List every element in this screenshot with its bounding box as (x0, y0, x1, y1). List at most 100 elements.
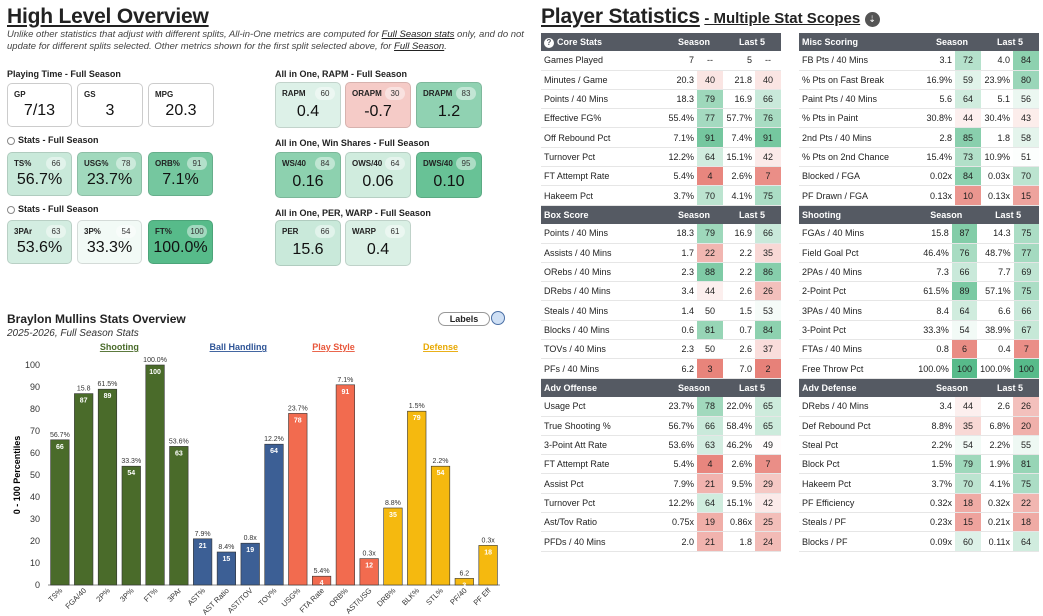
col-last5[interactable]: Last 5 (723, 379, 781, 398)
percentile-cell: 18 (1013, 512, 1039, 533)
bar[interactable] (97, 388, 118, 586)
table-row: Effective FG% 55.4% 77 57.7% 76 (541, 108, 781, 129)
percentile-cell: 88 (697, 262, 723, 283)
table-row: % Pts on Fast Break 16.9% 59 23.9% 80 (799, 70, 1039, 90)
group-label-shooting: Shooting (100, 342, 139, 352)
info-icon[interactable]: ? (544, 37, 554, 48)
bar-percentile-label: 3 (462, 582, 466, 589)
bar[interactable] (312, 575, 332, 586)
percentile-cell: 64 (955, 89, 981, 110)
bar[interactable] (50, 439, 70, 586)
bar[interactable] (240, 542, 260, 586)
percentile-cell: 3 (697, 358, 723, 379)
bar-raw-label: 7.9% (195, 531, 211, 538)
bar[interactable] (169, 446, 189, 586)
table-row: TOVs / 40 Mins 2.3 50 2.6 37 (541, 339, 781, 360)
bar-percentile-label: 66 (56, 444, 64, 451)
rapm-title: All in One, RAPM - Full Season (275, 69, 408, 79)
percentile-cell: 35 (955, 416, 981, 436)
bar[interactable] (383, 507, 403, 586)
group-label-ball-handling: Ball Handling (210, 342, 268, 352)
x-tick-label: PF Eff (472, 585, 494, 607)
col-season[interactable]: Season (923, 379, 981, 398)
percentile-cell: 81 (1013, 454, 1039, 475)
y-axis-label: 0 - 100 Percentiles (12, 436, 22, 515)
percentile-cell: -- (697, 51, 723, 71)
bar[interactable] (288, 413, 308, 586)
table-row: Turnover Pct 12.2% 64 15.1% 42 (541, 493, 781, 514)
bar-percentile-label: 79 (413, 415, 421, 422)
bar[interactable] (264, 443, 284, 586)
percentile-cell: 65 (755, 416, 781, 436)
percentile-cell: 22 (1013, 493, 1039, 514)
percentile-badge: 91 (187, 157, 207, 170)
percentile-cell: 15 (955, 512, 981, 533)
bar[interactable] (359, 558, 379, 586)
percentile-cell: 42 (755, 493, 781, 514)
bar[interactable] (407, 410, 427, 586)
stats1-radio[interactable] (7, 136, 15, 145)
col-last5[interactable]: Last 5 (723, 206, 781, 225)
bar[interactable] (454, 578, 474, 586)
percentile-cell: 64 (951, 300, 978, 321)
labels-toggle[interactable] (491, 311, 505, 325)
stats1-title: Stats - Full Season (7, 135, 99, 145)
bar[interactable] (145, 364, 165, 586)
percentile-cell: 43 (1013, 108, 1039, 129)
col-last5[interactable]: Last 5 (723, 33, 781, 52)
player-stats-subtitle: - Multiple Stat Scopes (704, 10, 861, 27)
col-last5[interactable]: Last 5 (981, 33, 1039, 52)
bar[interactable] (478, 545, 498, 586)
bar[interactable] (430, 465, 451, 586)
card-rapm-2: DRAPM 83 1.2 (416, 82, 482, 128)
percentile-cell: 58 (1013, 127, 1039, 148)
table-row: Ast/Tov Ratio 0.75x 19 0.86x 25 (541, 512, 781, 533)
stats-table-misc-scoring: Misc Scoring Season Last 5 FB Pts / 40 Mins… (799, 33, 1039, 206)
card-perwarp-1: WARP 61 0.4 (345, 220, 411, 266)
percentile-cell: 70 (955, 473, 981, 494)
percentile-cell: 84 (1013, 51, 1039, 71)
bar[interactable] (216, 551, 236, 586)
percentile-cell: 21 (697, 473, 723, 494)
bar[interactable] (335, 384, 355, 586)
bar-percentile-label: 89 (104, 393, 112, 400)
table-row: DRebs / 40 Mins 3.4 44 2.6 26 (799, 397, 1039, 417)
percentile-cell: 42 (755, 147, 781, 168)
percentile-cell: 100 (1013, 358, 1039, 379)
group-label-defense: Defense (423, 342, 458, 352)
bar-raw-label: 6.2 (459, 570, 469, 577)
col-season[interactable]: Season (665, 33, 723, 52)
bar-raw-label: 0.3x (363, 551, 377, 558)
percentile-cell: 56 (1013, 89, 1039, 110)
download-icon[interactable]: ⇣ (864, 12, 880, 27)
bar-percentile-label: 54 (437, 470, 445, 477)
percentile-cell: 84 (955, 166, 981, 187)
col-season[interactable]: Season (915, 206, 978, 225)
table-row: Hakeem Pct 3.7% 70 4.1% 75 (799, 473, 1039, 494)
col-season[interactable]: Season (665, 206, 723, 225)
bar[interactable] (74, 393, 94, 586)
bar-raw-label: 0.3x (481, 537, 495, 544)
full-season-stats-link[interactable]: Full Season stats (381, 29, 455, 40)
percentile-badge: 84 (315, 157, 335, 170)
percentile-badge: 78 (116, 157, 136, 170)
percentile-badge: 64 (385, 157, 405, 170)
col-season[interactable]: Season (665, 379, 723, 398)
labels-button[interactable]: Labels (438, 312, 490, 326)
percentile-cell: 100 (951, 358, 978, 379)
col-season[interactable]: Season (923, 33, 981, 52)
bar-raw-label: 33.3% (121, 458, 141, 465)
bar-raw-label: 12.2% (264, 436, 284, 443)
bar[interactable] (193, 538, 213, 586)
full-season-link[interactable]: Full Season (394, 41, 445, 52)
table-row: Steals / 40 Mins 1.4 50 1.5 53 (541, 300, 781, 321)
bar[interactable] (121, 465, 141, 586)
percentile-cell: 87 (951, 224, 978, 244)
stats2-radio[interactable] (7, 205, 15, 214)
percentile-cell: 29 (755, 473, 781, 494)
card-stats1-2: ORB% 91 7.1% (148, 152, 213, 196)
chart-subtitle: 2025-2026, Full Season Stats (7, 328, 139, 339)
col-last5[interactable]: Last 5 (981, 379, 1039, 398)
percentile-cell: 54 (955, 435, 981, 456)
col-last5[interactable]: Last 5 (977, 206, 1039, 225)
